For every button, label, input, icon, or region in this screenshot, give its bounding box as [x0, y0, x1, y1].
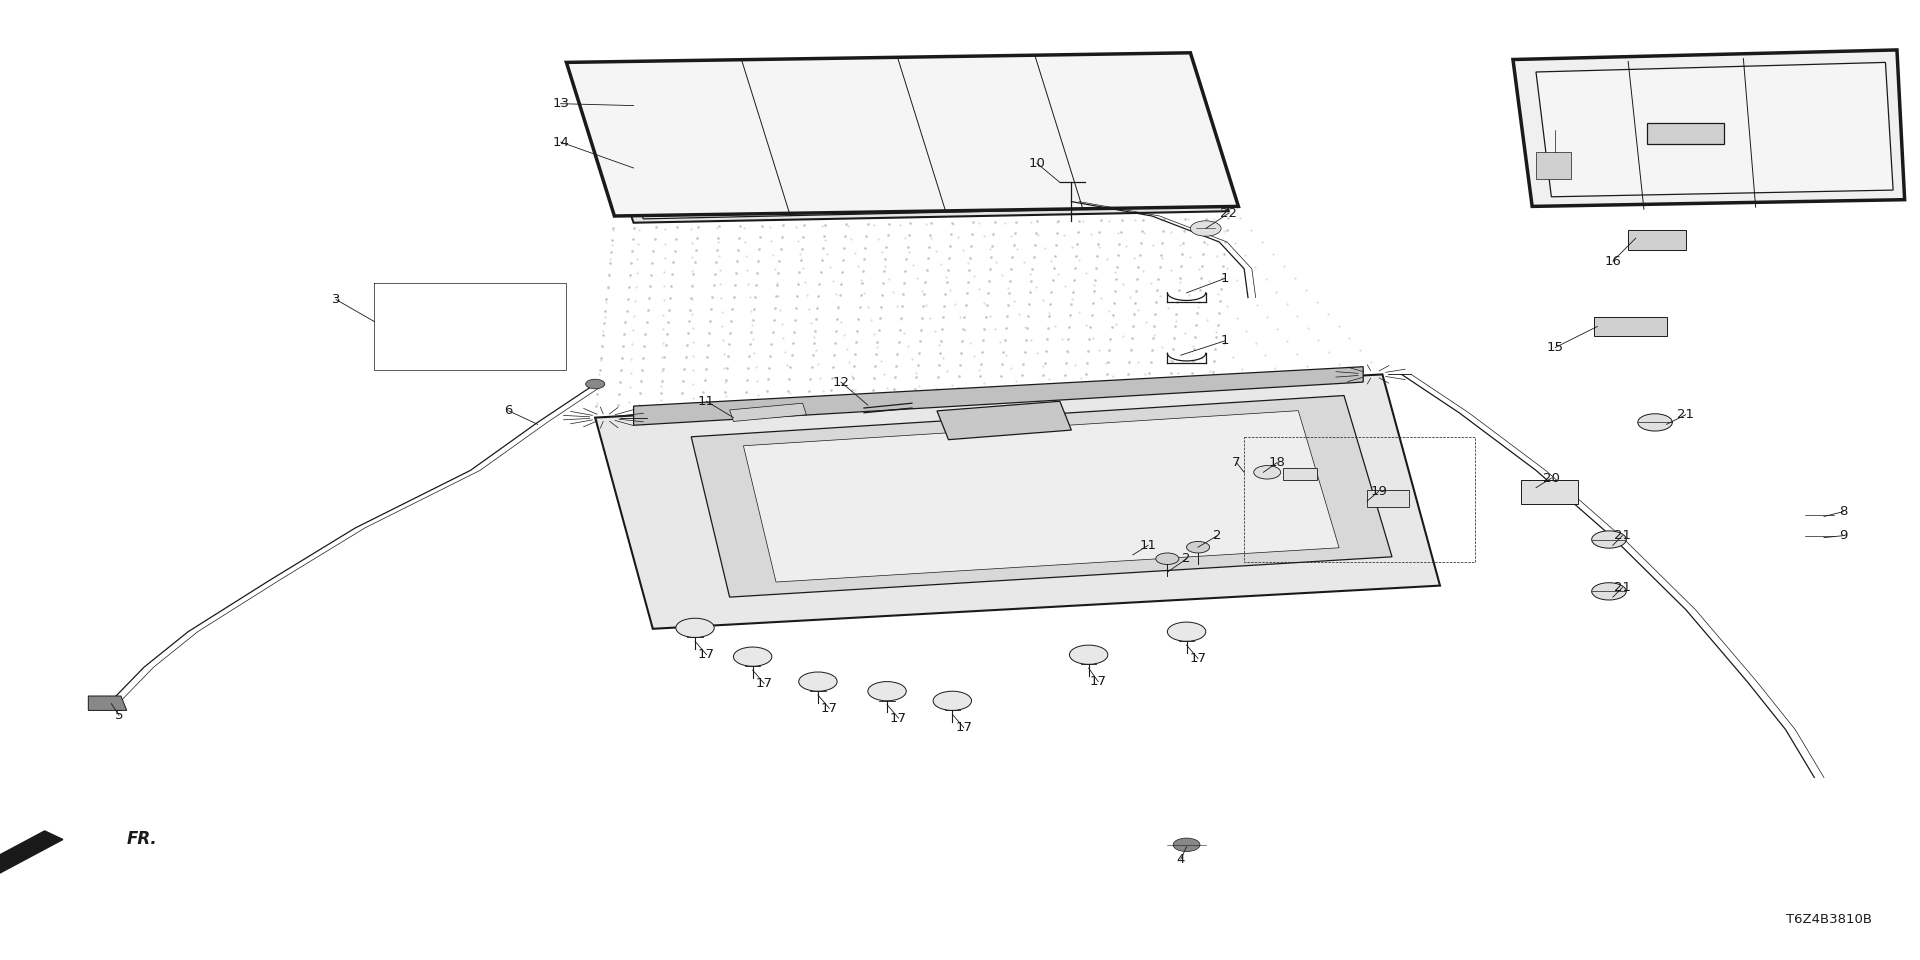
Circle shape [586, 379, 605, 389]
Polygon shape [743, 411, 1338, 582]
Circle shape [1190, 221, 1221, 236]
Polygon shape [88, 696, 127, 710]
Bar [1628, 230, 1686, 250]
Circle shape [1592, 531, 1626, 548]
Text: 12: 12 [833, 375, 849, 389]
Polygon shape [634, 367, 1363, 425]
Text: 19: 19 [1371, 485, 1386, 498]
Text: 7: 7 [1233, 456, 1240, 469]
Text: 13: 13 [553, 97, 568, 110]
Text: 1: 1 [1221, 272, 1229, 285]
Text: 15: 15 [1548, 341, 1563, 354]
Polygon shape [566, 53, 1238, 216]
Circle shape [1254, 466, 1281, 479]
Text: 4: 4 [1177, 852, 1185, 866]
Text: 9: 9 [1839, 529, 1847, 542]
Circle shape [1069, 645, 1108, 664]
Text: 5: 5 [115, 708, 123, 722]
Polygon shape [595, 374, 1440, 629]
Polygon shape [691, 396, 1392, 597]
Text: 22: 22 [1221, 206, 1236, 220]
Text: 17: 17 [956, 721, 972, 734]
Circle shape [1187, 541, 1210, 553]
Text: 17: 17 [1190, 652, 1206, 665]
Polygon shape [1513, 50, 1905, 206]
Text: 21: 21 [1615, 581, 1630, 594]
Text: T6Z4B3810B: T6Z4B3810B [1786, 913, 1872, 926]
Circle shape [868, 682, 906, 701]
Text: 10: 10 [1029, 156, 1044, 170]
Circle shape [1638, 414, 1672, 431]
Text: 17: 17 [891, 711, 906, 725]
Circle shape [1592, 583, 1626, 600]
Text: 17: 17 [822, 702, 837, 715]
FancyArrow shape [0, 831, 63, 896]
Circle shape [799, 672, 837, 691]
Bar [1283, 468, 1317, 480]
Text: 17: 17 [1091, 675, 1106, 688]
Text: 1: 1 [1221, 334, 1229, 348]
Circle shape [933, 691, 972, 710]
Text: 3: 3 [332, 293, 340, 306]
Polygon shape [1536, 62, 1893, 197]
Polygon shape [730, 403, 806, 421]
Text: 16: 16 [1605, 254, 1620, 268]
Bar [1647, 123, 1724, 144]
Text: 2: 2 [1183, 552, 1190, 565]
Text: 8: 8 [1839, 505, 1847, 518]
Text: 18: 18 [1269, 456, 1284, 469]
Text: 21: 21 [1615, 529, 1630, 542]
Polygon shape [605, 82, 1213, 219]
Text: 6: 6 [505, 404, 513, 418]
Bar [1594, 317, 1667, 336]
Text: 21: 21 [1678, 408, 1693, 421]
Polygon shape [586, 77, 1229, 223]
Text: 20: 20 [1544, 471, 1559, 485]
Text: 14: 14 [553, 135, 568, 149]
Polygon shape [937, 401, 1071, 440]
Text: 2: 2 [1213, 529, 1221, 542]
Circle shape [1173, 838, 1200, 852]
Bar [1521, 480, 1578, 504]
Text: 17: 17 [699, 648, 714, 661]
Bar [1367, 490, 1409, 507]
Text: FR.: FR. [127, 830, 157, 849]
Circle shape [1156, 553, 1179, 564]
Bar [1244, 437, 1475, 562]
Text: 11: 11 [1140, 539, 1156, 552]
Circle shape [1167, 622, 1206, 641]
Circle shape [733, 647, 772, 666]
Bar [1536, 152, 1571, 179]
Circle shape [676, 618, 714, 637]
Text: 17: 17 [756, 677, 772, 690]
Text: 11: 11 [699, 395, 714, 408]
